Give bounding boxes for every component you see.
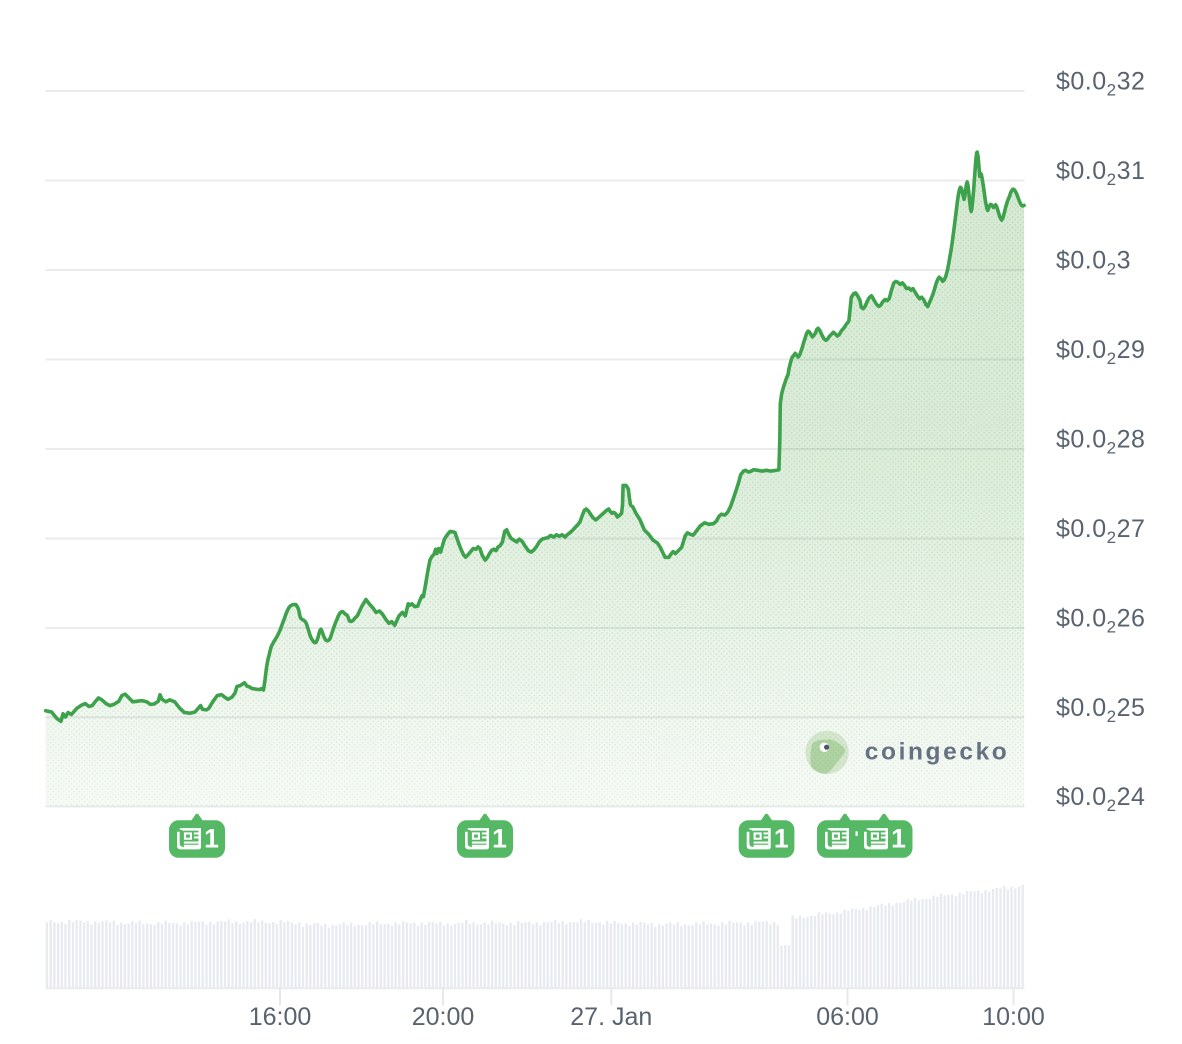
svg-text:$0.0229: $0.0229 <box>1056 336 1145 368</box>
svg-text:1: 1 <box>492 824 507 854</box>
svg-text:$0.0224: $0.0224 <box>1056 783 1145 815</box>
svg-text:$0.0228: $0.0228 <box>1056 426 1145 458</box>
svg-text:$0.023: $0.023 <box>1056 247 1131 279</box>
svg-text:27. Jan: 27. Jan <box>570 1003 652 1031</box>
svg-text:06:00: 06:00 <box>816 1003 879 1031</box>
svg-text:$0.0231: $0.0231 <box>1056 157 1145 189</box>
svg-text:1: 1 <box>204 824 219 854</box>
svg-text:1: 1 <box>774 824 789 854</box>
svg-text:$0.0226: $0.0226 <box>1056 605 1145 637</box>
svg-text:$0.0227: $0.0227 <box>1056 515 1145 547</box>
svg-text:$0.0225: $0.0225 <box>1056 694 1145 726</box>
svg-text:1: 1 <box>891 824 906 854</box>
svg-text:20:00: 20:00 <box>412 1003 475 1031</box>
svg-text:16:00: 16:00 <box>249 1003 312 1031</box>
svg-text:10:00: 10:00 <box>982 1003 1045 1031</box>
svg-text:$0.0232: $0.0232 <box>1056 68 1145 100</box>
